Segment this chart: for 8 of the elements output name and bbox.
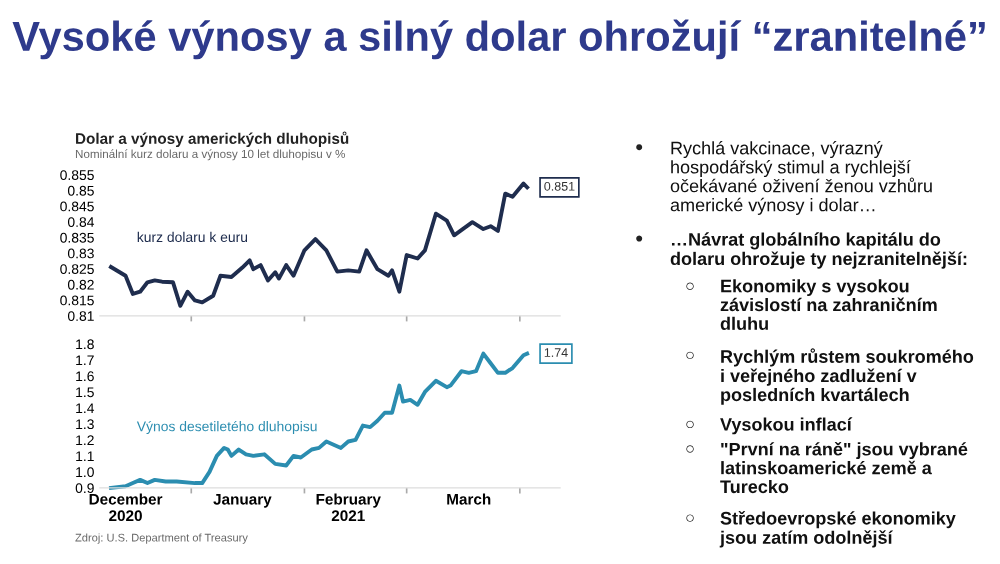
line-series: [109, 351, 530, 490]
text: Vysoké výnosy a silný dolar ohrožují “zranitelné”: [12, 19, 985, 60]
text: ○ Ekonomiky s vysokou závislostí na zahraničním dluhu: [686, 279, 937, 331]
line-series: [109, 181, 530, 308]
text: ○ Středoevropské ekonomiky jsou zatím odolnější: [686, 510, 956, 548]
text: ○ Rychlým růstem soukromého i veřejného zadlužení v posledních kvartálech: [686, 348, 974, 405]
text: ○ "První na ráně" jsou vybrané latinskoamerické země a Turecko: [686, 441, 968, 494]
text: ○ Vysokou inflací: [686, 417, 853, 435]
